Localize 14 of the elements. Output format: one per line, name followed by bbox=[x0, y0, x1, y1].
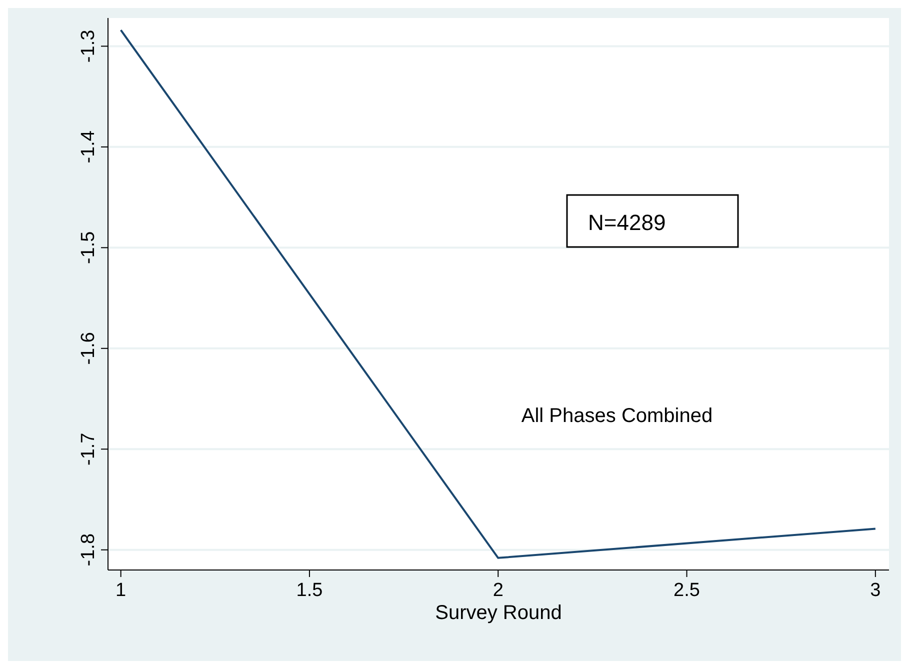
x-tick-label: 2.5 bbox=[674, 580, 700, 601]
y-tick-label: -1.6 bbox=[78, 332, 99, 365]
y-tick-label: -1.8 bbox=[78, 533, 99, 566]
annotation: All Phases Combined bbox=[521, 405, 713, 427]
x-tick-label: 2 bbox=[492, 580, 504, 601]
y-tick-label: -1.3 bbox=[78, 30, 99, 63]
x-tick-label: 3 bbox=[870, 580, 881, 601]
y-tick-label: -1.7 bbox=[78, 432, 99, 466]
x-axis-title: Survey Round bbox=[435, 602, 562, 624]
annotation: N=4289 bbox=[588, 210, 666, 235]
y-tick-label: -1.4 bbox=[78, 130, 99, 164]
x-tick-label: 1 bbox=[116, 580, 126, 601]
y-tick-label: -1.5 bbox=[78, 231, 99, 264]
x-tick-label: 1.5 bbox=[296, 580, 323, 601]
